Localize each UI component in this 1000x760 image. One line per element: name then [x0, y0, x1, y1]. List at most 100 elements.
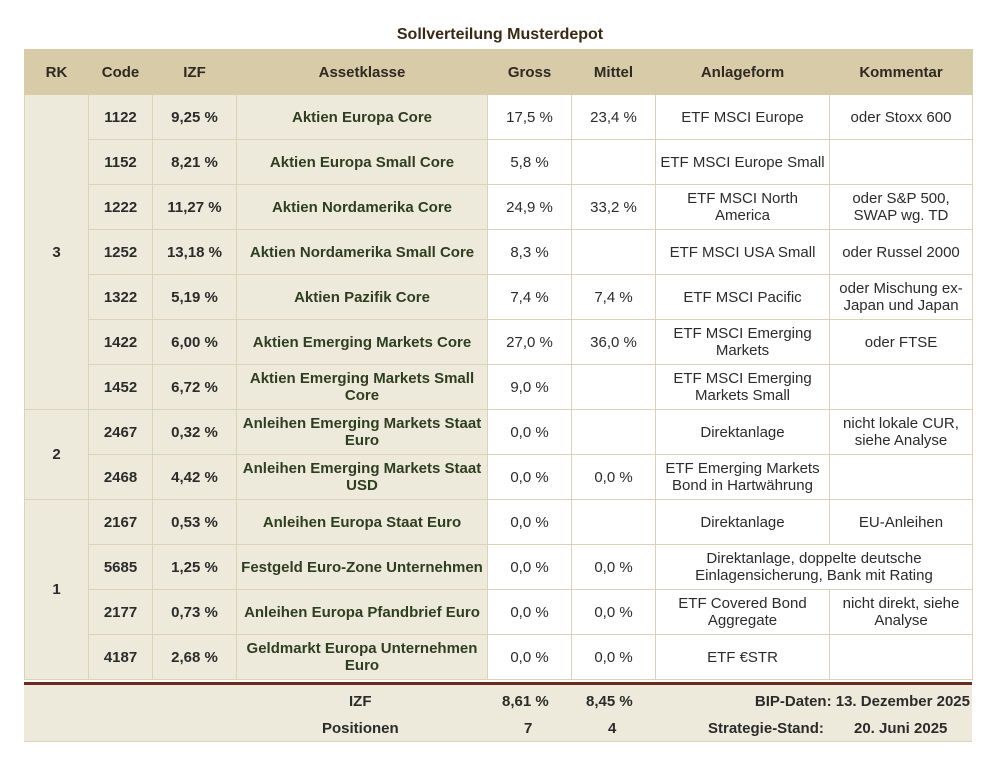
- code-cell: 2468: [88, 454, 153, 500]
- kommentar-cell: nicht lokale CUR, siehe Analyse: [829, 409, 973, 455]
- izf-cell: 6,72 %: [152, 364, 237, 410]
- footer-strategie-date: 20. Juni 2025: [854, 720, 948, 737]
- izf-cell: 0,73 %: [152, 589, 237, 635]
- asset-cell: Anleihen Emerging Markets Staat USD: [236, 454, 488, 500]
- mittel-cell: [571, 229, 656, 275]
- anlage-cell: ETF MSCI Emerging Markets Small: [655, 364, 830, 410]
- izf-cell: 13,18 %: [152, 229, 237, 275]
- table-row: 1422 6,00 % Aktien Emerging Markets Core…: [25, 319, 973, 365]
- gross-cell: 5,8 %: [487, 139, 572, 185]
- table-row: 4187 2,68 % Geldmarkt Europa Unternehmen…: [25, 634, 973, 680]
- asset-cell: Aktien Pazifik Core: [236, 274, 488, 320]
- footer-pos-gross: 7: [524, 720, 533, 737]
- gross-cell: 7,4 %: [487, 274, 572, 320]
- anlage-cell: ETF €STR: [655, 634, 830, 680]
- asset-cell: Aktien Nordamerika Core: [236, 184, 488, 230]
- asset-cell: Aktien Emerging Markets Core: [236, 319, 488, 365]
- summary-footer: IZF 8,61 % 8,45 % BIP-Daten: 13. Dezembe…: [24, 682, 972, 741]
- code-cell: 1122: [88, 94, 153, 140]
- mittel-cell: 23,4 %: [571, 94, 656, 140]
- code-cell: 2467: [88, 409, 153, 455]
- col-header-code: Code: [88, 49, 153, 95]
- rk-cell: 3: [24, 94, 89, 410]
- code-cell: 1322: [88, 274, 153, 320]
- kommentar-cell: oder FTSE: [829, 319, 973, 365]
- gross-cell: 17,5 %: [487, 94, 572, 140]
- anlage-cell: ETF MSCI USA Small: [655, 229, 830, 275]
- gross-cell: 0,0 %: [487, 544, 572, 590]
- asset-cell: Aktien Europa Small Core: [236, 139, 488, 185]
- rk-cell: 2: [24, 409, 89, 500]
- izf-cell: 4,42 %: [152, 454, 237, 500]
- izf-cell: 5,19 %: [152, 274, 237, 320]
- asset-cell: Anleihen Europa Staat Euro: [236, 499, 488, 545]
- anlage-cell: ETF Emerging Markets Bond in Hartwährung: [655, 454, 830, 500]
- mittel-cell: [571, 499, 656, 545]
- kommentar-cell: oder Russel 2000: [829, 229, 973, 275]
- izf-cell: 8,21 %: [152, 139, 237, 185]
- page-title: Sollverteilung Musterdepot: [396, 26, 604, 43]
- asset-cell: Aktien Emerging Markets Small Core: [236, 364, 488, 410]
- footer-pos-mittel: 4: [608, 720, 617, 737]
- code-cell: 2167: [88, 499, 153, 545]
- anlage-cell: Direktanlage: [655, 499, 830, 545]
- mittel-cell: [571, 364, 656, 410]
- izf-cell: 9,25 %: [152, 94, 237, 140]
- kommentar-cell: [829, 634, 973, 680]
- table-row: 1452 6,72 % Aktien Emerging Markets Smal…: [25, 364, 973, 410]
- gross-cell: 27,0 %: [487, 319, 572, 365]
- mittel-cell: 0,0 %: [571, 589, 656, 635]
- col-header-anlageform: Anlageform: [655, 49, 830, 95]
- col-header-mittel: Mittel: [571, 49, 656, 95]
- col-header-asset: Assetklasse: [236, 49, 488, 95]
- table-row: 5685 1,25 % Festgeld Euro-Zone Unternehm…: [25, 544, 973, 590]
- table-row: 3 1122 9,25 % Aktien Europa Core 17,5 % …: [24, 94, 973, 410]
- footer-izf-gross: 8,61 %: [502, 693, 549, 710]
- gross-cell: 9,0 %: [487, 364, 572, 410]
- asset-cell: Festgeld Euro-Zone Unternehmen: [236, 544, 488, 590]
- code-cell: 1152: [88, 139, 153, 185]
- code-cell: 1422: [88, 319, 153, 365]
- mittel-cell: 7,4 %: [571, 274, 656, 320]
- col-header-gross: Gross: [487, 49, 572, 95]
- footer-strategie-label: Strategie-Stand:: [708, 720, 824, 737]
- code-cell: 5685: [88, 544, 153, 590]
- mittel-cell: 36,0 %: [571, 319, 656, 365]
- code-cell: 1452: [88, 364, 153, 410]
- asset-cell: Aktien Europa Core: [236, 94, 488, 140]
- kommentar-cell: EU-Anleihen: [829, 499, 973, 545]
- mittel-cell: 0,0 %: [571, 634, 656, 680]
- code-cell: 2177: [88, 589, 153, 635]
- kommentar-cell: oder S&P 500, SWAP wg. TD: [829, 184, 973, 230]
- kommentar-cell: [829, 364, 973, 410]
- izf-cell: 1,25 %: [152, 544, 237, 590]
- code-cell: 1252: [88, 229, 153, 275]
- asset-cell: Anleihen Emerging Markets Staat Euro: [236, 409, 488, 455]
- mittel-cell: [571, 409, 656, 455]
- asset-cell: Anleihen Europa Pfandbrief Euro: [236, 589, 488, 635]
- izf-cell: 0,32 %: [152, 409, 237, 455]
- gross-cell: 0,0 %: [487, 409, 572, 455]
- kommentar-cell: nicht direkt, siehe Analyse: [829, 589, 973, 635]
- gross-cell: 24,9 %: [487, 184, 572, 230]
- asset-cell: Geldmarkt Europa Unternehmen Euro: [236, 634, 488, 680]
- kommentar-cell: [829, 139, 973, 185]
- table-row: 2177 0,73 % Anleihen Europa Pfandbrief E…: [25, 589, 973, 635]
- col-header-kommentar: Kommentar: [829, 49, 973, 95]
- gross-cell: 0,0 %: [487, 454, 572, 500]
- table-row: 1152 8,21 % Aktien Europa Small Core 5,8…: [25, 139, 973, 185]
- table-row: 2468 4,42 % Anleihen Emerging Markets St…: [25, 454, 973, 500]
- gross-cell: 0,0 %: [487, 499, 572, 545]
- footer-bottom-border: [24, 741, 972, 742]
- col-header-rk: RK: [24, 49, 89, 95]
- table-row: 1 2167 0,53 % Anleihen Europa Staat Euro…: [24, 499, 973, 680]
- gross-cell: 8,3 %: [487, 229, 572, 275]
- anlage-cell: ETF MSCI Emerging Markets: [655, 319, 830, 365]
- code-cell: 4187: [88, 634, 153, 680]
- anlage-cell: ETF MSCI Europe Small: [655, 139, 830, 185]
- footer-bip-date: BIP-Daten: 13. Dezember 2025: [754, 693, 970, 710]
- anlage-kommentar-cell: Direktanlage, doppelte deutsche Einlagen…: [655, 544, 973, 590]
- mittel-cell: 33,2 %: [571, 184, 656, 230]
- col-header-izf: IZF: [152, 49, 237, 95]
- rk-cell: 1: [24, 499, 89, 680]
